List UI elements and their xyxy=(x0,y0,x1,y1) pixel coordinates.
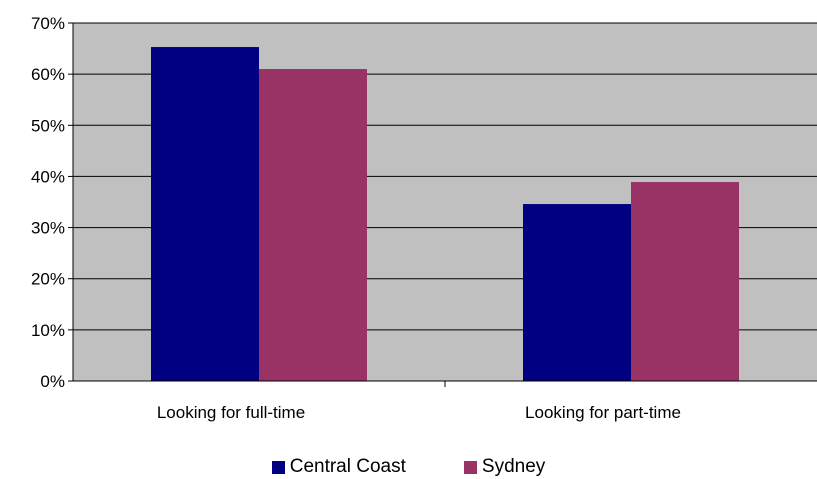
legend-label-central-coast: Central Coast xyxy=(289,456,406,477)
x-tick-label: Looking for part-time xyxy=(525,403,681,422)
y-tick-label: 30% xyxy=(31,219,65,238)
y-tick-label: 60% xyxy=(31,65,65,84)
bar-sydney-0 xyxy=(259,69,367,382)
y-tick-label: 40% xyxy=(31,167,65,186)
y-axis-ticks: 0% 10% 20% 30% 40% 50% 60% 70% xyxy=(31,14,73,391)
legend: Central Coast Sydney xyxy=(0,455,817,479)
y-tick-label: 20% xyxy=(31,270,65,289)
legend-item-sydney: Sydney xyxy=(463,455,546,479)
bar-sydney-1 xyxy=(631,182,739,381)
y-tick-label: 10% xyxy=(31,321,65,340)
x-axis-ticks: Looking for full-time Looking for part-ti… xyxy=(157,381,681,422)
y-tick-label: 0% xyxy=(40,372,65,391)
legend-swatch-sydney xyxy=(463,460,477,474)
x-tick-label: Looking for full-time xyxy=(157,403,305,422)
legend-label-sydney: Sydney xyxy=(481,456,546,477)
legend-item-central-coast: Central Coast xyxy=(271,455,406,479)
bars xyxy=(151,47,739,382)
bar-central-coast-1 xyxy=(523,204,631,381)
y-tick-label: 70% xyxy=(31,14,65,33)
legend-swatch-central-coast xyxy=(271,460,285,474)
y-tick-label: 50% xyxy=(31,116,65,135)
bar-central-coast-0 xyxy=(151,47,259,382)
